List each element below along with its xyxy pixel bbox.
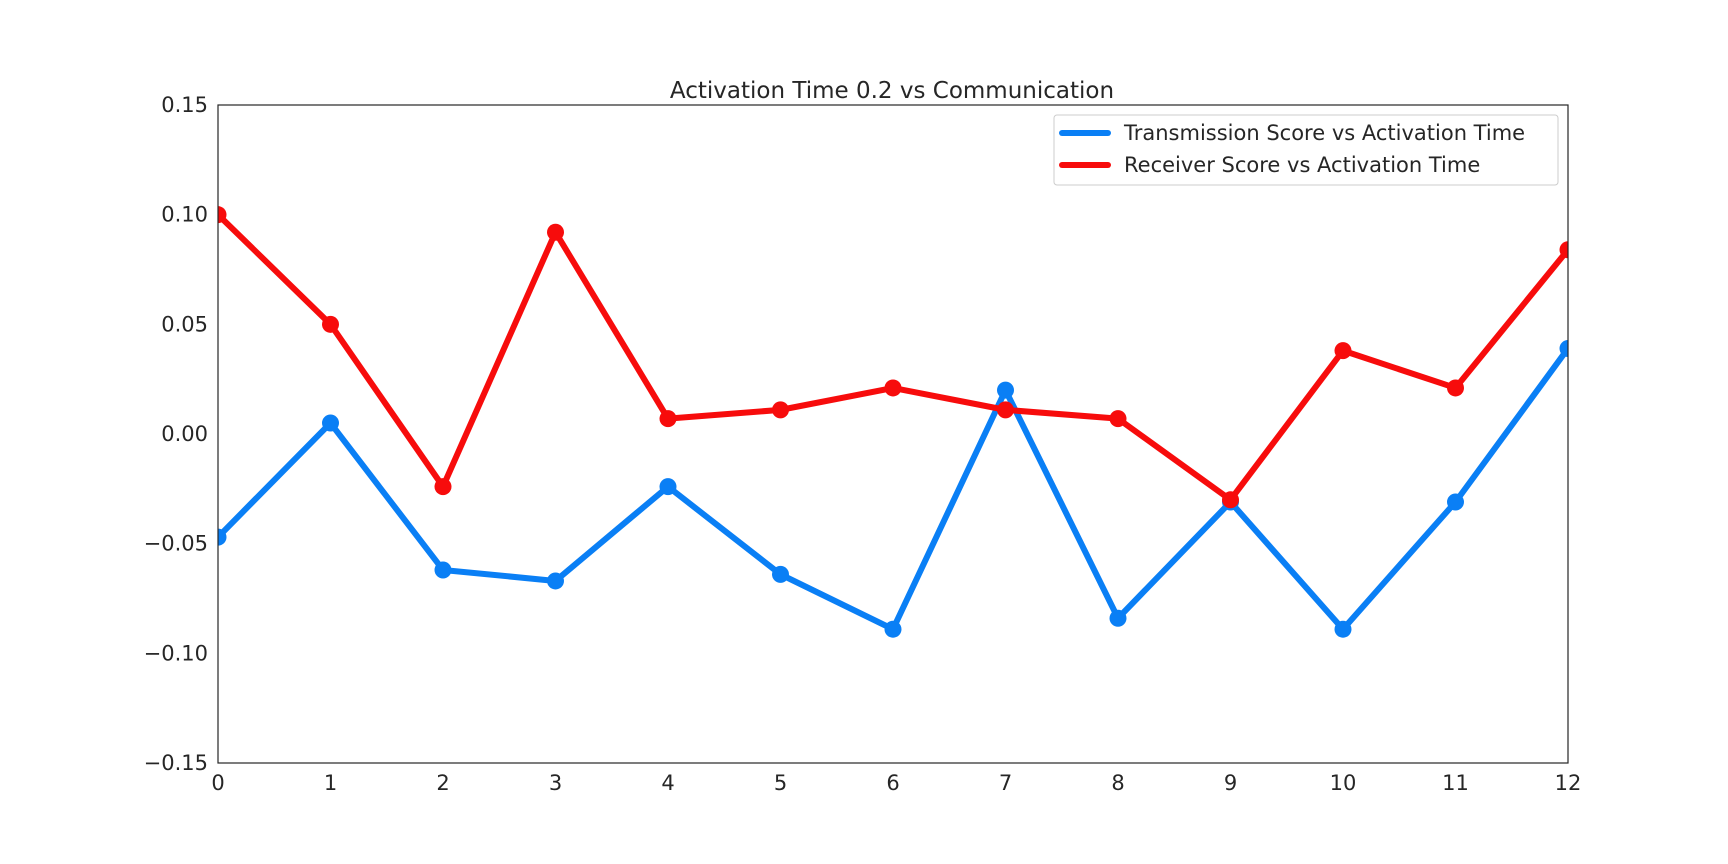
data-point <box>884 620 902 638</box>
x-tick-label: 8 <box>1111 771 1124 795</box>
plot-frame <box>217 104 1569 764</box>
x-tick-label: 12 <box>1555 771 1582 795</box>
y-tick-label: 0.15 <box>161 93 208 117</box>
series-transmission <box>218 339 1568 638</box>
data-point <box>1109 410 1127 428</box>
data-point <box>547 223 564 241</box>
data-point <box>1222 491 1239 509</box>
x-tick-label: 6 <box>886 771 899 795</box>
data-point <box>997 381 1014 399</box>
y-tick-label: 0.00 <box>161 422 208 446</box>
data-point <box>322 315 339 333</box>
x-tick-label: 7 <box>999 771 1012 795</box>
y-tick-label: 0.05 <box>161 312 208 336</box>
data-point <box>1559 241 1568 259</box>
data-point <box>659 478 677 496</box>
y-tick-label: 0.10 <box>161 203 208 227</box>
x-tick-label: 10 <box>1330 771 1357 795</box>
data-point <box>322 414 339 432</box>
x-axis-ticks: 0 1 2 3 4 5 6 7 8 9 10 11 12 <box>211 771 1581 795</box>
x-tick-label: 9 <box>1224 771 1237 795</box>
data-point <box>434 478 452 496</box>
data-point <box>1447 493 1464 511</box>
legend-label: Transmission Score vs Activation Time <box>1123 121 1525 145</box>
data-point <box>997 401 1014 419</box>
data-point <box>1447 379 1464 397</box>
data-point <box>218 206 227 224</box>
legend: Transmission Score vs Activation Time Rec… <box>1053 114 1559 186</box>
data-point <box>547 572 564 590</box>
data-point <box>1334 620 1352 638</box>
x-tick-label: 5 <box>774 771 787 795</box>
x-tick-label: 3 <box>549 771 562 795</box>
x-tick-label: 2 <box>436 771 449 795</box>
x-tick-label: 1 <box>324 771 337 795</box>
data-point <box>1559 339 1568 357</box>
y-tick-label: −0.10 <box>144 641 208 665</box>
data-point <box>772 401 789 419</box>
data-point <box>1334 342 1352 360</box>
data-point <box>884 379 902 397</box>
data-point <box>772 565 789 583</box>
series-receiver <box>218 206 1568 509</box>
y-tick-label: −0.05 <box>144 532 208 556</box>
data-point <box>434 561 452 579</box>
legend-label: Receiver Score vs Activation Time <box>1124 153 1480 177</box>
data-point <box>1109 609 1127 627</box>
chart-title: Activation Time 0.2 vs Communication <box>670 78 1114 104</box>
x-tick-label: 0 <box>211 771 224 795</box>
x-tick-label: 11 <box>1442 771 1469 795</box>
y-tick-label: −0.15 <box>144 751 208 775</box>
data-point <box>218 528 227 546</box>
x-tick-label: 4 <box>661 771 674 795</box>
y-axis-ticks: 0.15 0.10 0.05 0.00 −0.05 −0.10 −0.15 <box>144 93 208 775</box>
series-layer <box>218 206 1568 638</box>
legend-box <box>1053 114 1559 186</box>
data-point <box>659 410 677 428</box>
